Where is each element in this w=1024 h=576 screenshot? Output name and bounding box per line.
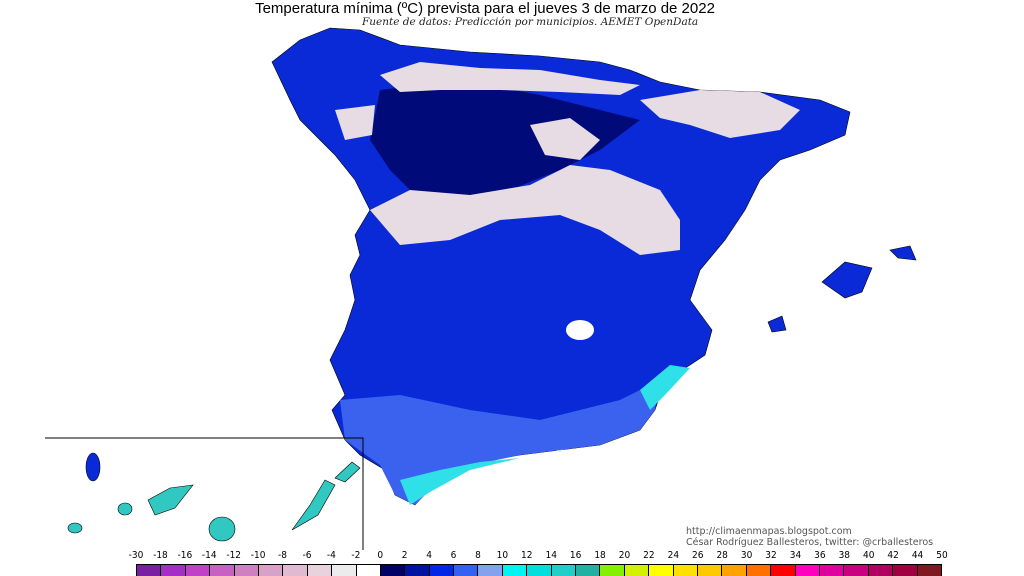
frost-zone-sistema-central — [370, 165, 680, 255]
legend-label: 36 — [814, 550, 826, 561]
legend-label: 22 — [643, 550, 655, 561]
legend-swatch — [722, 565, 747, 576]
legend-swatch — [234, 565, 259, 576]
legend-swatch — [819, 565, 845, 576]
legend-label: 44 — [911, 550, 924, 561]
credits: http://climaenmapas.blogspot.com César R… — [686, 526, 933, 548]
legend-label: 0 — [377, 550, 384, 561]
legend-label: 34 — [789, 550, 802, 561]
legend-swatch — [576, 565, 601, 576]
legend-bar — [136, 564, 942, 576]
credits-author: César Rodríguez Ballesteros, twitter: @c… — [686, 537, 934, 548]
legend-swatch — [380, 565, 406, 576]
legend-label: -8 — [278, 550, 288, 561]
legend-swatch — [429, 565, 455, 576]
legend-swatch — [624, 565, 650, 576]
legend-swatch — [600, 565, 625, 576]
legend-label: 10 — [496, 550, 509, 561]
legend-label: 4 — [426, 550, 432, 561]
legend-swatch — [210, 565, 235, 576]
frost-zone-pyrenees — [640, 90, 800, 138]
legend-swatch — [502, 565, 528, 576]
color-legend: -30 -18 -16 -14 -12 -10 -8 -6 -4 -2 0 2 4 6 8 10 12 14 16 1… — [129, 550, 948, 576]
legend-label: 8 — [475, 550, 481, 561]
map-subtitle: Fuente de datos: Predicción por municipi… — [362, 16, 699, 28]
fuerteventura — [291, 479, 336, 531]
frost-zone-iberico — [530, 118, 600, 160]
legend-swatch — [137, 565, 162, 576]
tenerife — [147, 484, 194, 516]
legend-label: 14 — [545, 550, 557, 561]
legend-swatch — [332, 565, 357, 576]
frost-zone-galicia — [335, 105, 375, 140]
canarias-inset-frame — [45, 437, 364, 550]
legend-label: 28 — [716, 550, 728, 561]
legend-label: -10 — [250, 550, 266, 561]
legend-label: 40 — [862, 550, 875, 561]
legend-label: -12 — [226, 550, 242, 561]
legend-swatch — [771, 565, 796, 576]
legend-label: 20 — [618, 550, 631, 561]
legend-swatch — [746, 565, 772, 576]
legend-labels: -30 -18 -16 -14 -12 -10 -8 -6 -4 -2 0 2 4 6 8 10 12 14 16 1… — [129, 550, 948, 562]
frost-zone-cuenca — [566, 320, 594, 340]
lanzarote — [334, 461, 361, 483]
map-title: Temperatura mínima (ºC) prevista para el… — [255, 0, 715, 17]
legend-swatch — [527, 565, 552, 576]
legend-swatch — [307, 565, 333, 576]
legend-label: -2 — [351, 550, 361, 561]
legend-swatch — [185, 565, 211, 576]
mallorca — [821, 261, 873, 299]
legend-label: 6 — [450, 550, 457, 561]
legend-label: 32 — [765, 550, 777, 561]
legend-label: -4 — [326, 550, 336, 561]
legend-swatch — [893, 565, 918, 576]
frost-zone-cantabria — [380, 62, 640, 95]
legend-label: 24 — [667, 550, 680, 561]
legend-swatch — [283, 565, 308, 576]
legend-label: 50 — [936, 550, 948, 561]
legend-label: 18 — [594, 550, 606, 561]
legend-label: 12 — [521, 550, 533, 561]
legend-swatch — [697, 565, 723, 576]
mild-zone-south — [340, 380, 660, 505]
ibiza — [767, 315, 787, 333]
legend-label: -30 — [128, 550, 144, 561]
legend-swatch — [356, 565, 381, 576]
la-palma — [85, 452, 101, 482]
legend-label: -14 — [201, 550, 217, 561]
legend-label: 2 — [401, 550, 408, 561]
legend-label: 38 — [838, 550, 851, 561]
menorca — [889, 245, 917, 261]
gran-canaria — [208, 516, 236, 542]
legend-label: 26 — [692, 550, 704, 561]
legend-label: 42 — [887, 550, 899, 561]
coastal-warm-zone-south — [400, 458, 520, 505]
la-gomera — [117, 502, 133, 516]
legend-label: 30 — [740, 550, 753, 561]
legend-swatch — [868, 565, 894, 576]
legend-label: 16 — [569, 550, 582, 561]
legend-swatch — [454, 565, 479, 576]
legend-label: -16 — [177, 550, 193, 561]
el-hierro — [67, 522, 83, 534]
legend-swatch — [917, 565, 941, 576]
legend-swatch — [161, 565, 186, 576]
legend-swatch — [673, 565, 698, 576]
credits-blog: http://climaenmapas.blogspot.com — [686, 526, 852, 537]
legend-label: -6 — [302, 550, 312, 561]
legend-swatch — [795, 565, 820, 576]
legend-swatch — [405, 565, 430, 576]
legend-swatch — [551, 565, 577, 576]
legend-swatch — [649, 565, 674, 576]
legend-swatch — [478, 565, 503, 576]
legend-swatch — [258, 565, 284, 576]
coastal-warm-zone — [640, 365, 690, 410]
legend-swatch — [844, 565, 869, 576]
cold-zone — [370, 80, 640, 200]
legend-label: -18 — [153, 550, 168, 561]
